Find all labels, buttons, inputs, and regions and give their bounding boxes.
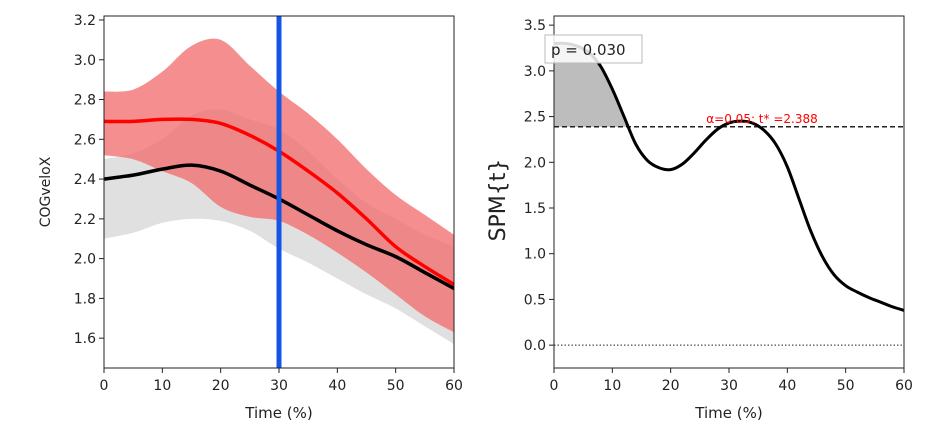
right-x-axis-label: Time (%) [694,404,762,422]
right-y-tick-label: 0.0 [524,338,546,354]
left-x-ticks: 0 10 20 30 40 50 60 [100,368,463,394]
left-plot-area [104,16,454,368]
left-y-tick-label: 1.8 [74,291,96,307]
right-y-tick-label: 2.5 [524,110,546,126]
right-x-tick-label: 10 [603,378,621,394]
right-y-tick-label: 0.5 [524,292,546,308]
left-x-tick-label: 60 [445,378,463,394]
right-panel: 0 10 20 30 40 50 60 0.0 0.5 1.0 1.5 2.0 2.5 3.0 3.5 α… [486,15,913,422]
right-y-ticks: 0.0 0.5 1.0 1.5 2.0 2.5 3.0 3.5 [524,18,554,354]
left-x-tick-label: 30 [270,378,288,394]
left-y-tick-label: 2.4 [74,172,96,188]
left-y-tick-label: 3.0 [74,53,96,69]
right-axes-frame [553,15,905,369]
left-y-tick-label: 2.0 [74,252,96,268]
left-y-tick-label: 1.6 [74,331,96,347]
right-y-tick-label: 3.0 [524,64,546,80]
left-y-axis-label: COGveloX [38,156,54,227]
left-y-tick-label: 2.6 [74,132,96,148]
left-y-tick-label: 2.2 [74,212,96,228]
right-y-axis-label: SPM{t} [486,159,511,242]
left-panel: 0 10 20 30 40 50 60 1.6 1.8 2.0 2.2 2.4 2.6 2.8 3.0 3.… [38,13,463,422]
right-x-ticks: 0 10 20 30 40 50 60 [550,368,913,394]
right-y-tick-label: 1.0 [524,247,546,263]
left-x-tick-label: 10 [153,378,171,394]
right-y-tick-label: 1.5 [524,201,546,217]
spm-t-curve [554,41,904,312]
left-x-tick-label: 0 [100,378,109,394]
right-plot-area [554,41,904,346]
left-x-tick-label: 40 [328,378,346,394]
threshold-label: α=0.05: t* =2.388 [706,112,817,126]
left-x-tick-label: 20 [212,378,230,394]
left-x-tick-label: 50 [387,378,405,394]
right-y-tick-label: 2.0 [524,155,546,171]
left-y-ticks: 1.6 1.8 2.0 2.2 2.4 2.6 2.8 3.0 3.2 [74,13,104,347]
right-x-tick-label: 0 [550,378,559,394]
right-x-tick-label: 50 [837,378,855,394]
left-y-tick-label: 3.2 [74,13,96,29]
p-value-box: p = 0.030 [544,34,643,64]
left-y-tick-label: 2.8 [74,93,96,109]
suprathreshold-cluster [554,43,629,127]
right-y-tick-label: 3.5 [524,18,546,34]
left-x-axis-label: Time (%) [244,404,312,422]
right-x-tick-label: 30 [720,378,738,394]
right-x-tick-label: 40 [778,378,796,394]
p-value-text: p = 0.030 [551,41,626,59]
right-x-tick-label: 20 [662,378,680,394]
right-x-tick-label: 60 [895,378,913,394]
